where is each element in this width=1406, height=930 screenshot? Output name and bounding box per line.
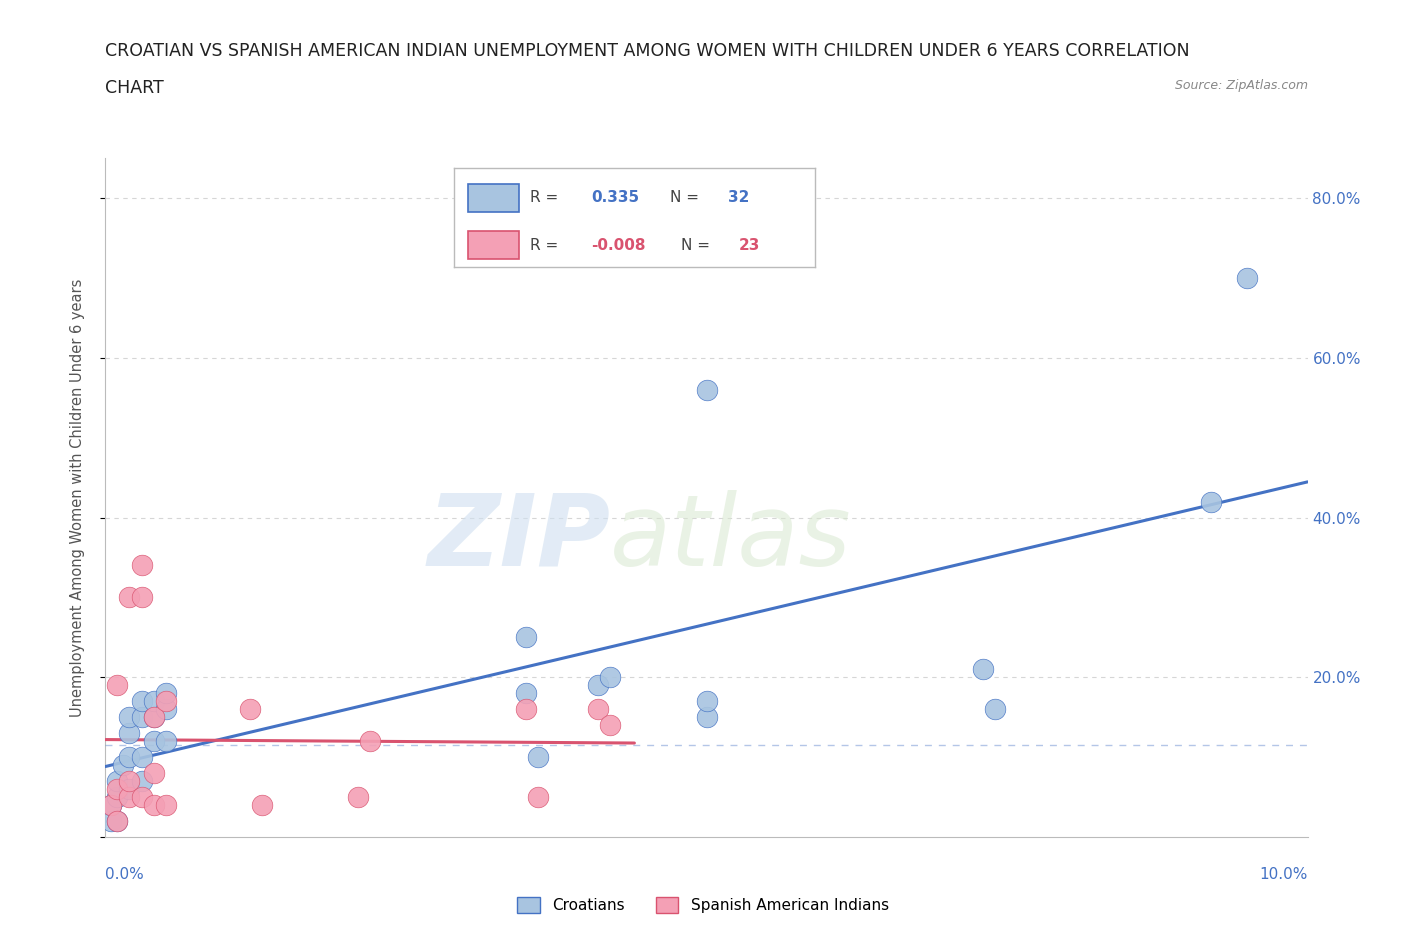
Point xyxy=(588,702,610,717)
Point xyxy=(599,670,621,684)
Point xyxy=(1201,494,1223,509)
Point xyxy=(118,590,141,604)
Point xyxy=(155,694,177,709)
Point xyxy=(131,558,153,573)
Legend: Croatians, Spanish American Indians: Croatians, Spanish American Indians xyxy=(517,897,889,913)
Point xyxy=(118,790,141,804)
Point xyxy=(131,590,153,604)
Point xyxy=(100,814,122,829)
Point xyxy=(112,758,135,773)
Point xyxy=(131,790,153,804)
Point xyxy=(107,678,129,693)
Point xyxy=(155,734,177,749)
Point xyxy=(696,382,718,397)
Text: 10.0%: 10.0% xyxy=(1260,867,1308,882)
Point xyxy=(118,725,141,740)
Point xyxy=(155,798,177,813)
Point xyxy=(142,734,165,749)
Point xyxy=(118,781,141,796)
Point xyxy=(972,662,994,677)
Point xyxy=(142,694,165,709)
Point xyxy=(1236,271,1258,286)
Point xyxy=(250,798,273,813)
Point xyxy=(696,694,718,709)
Point xyxy=(107,814,129,829)
Point xyxy=(142,765,165,780)
Point xyxy=(359,734,381,749)
Point xyxy=(131,774,153,789)
Point xyxy=(527,750,550,764)
Point xyxy=(696,710,718,724)
Point xyxy=(118,710,141,724)
Point xyxy=(107,790,129,804)
Point xyxy=(142,798,165,813)
Text: CHART: CHART xyxy=(105,79,165,97)
Text: Source: ZipAtlas.com: Source: ZipAtlas.com xyxy=(1174,79,1308,92)
Point xyxy=(142,710,165,724)
Point xyxy=(515,685,537,700)
Point xyxy=(100,798,122,813)
Point xyxy=(118,774,141,789)
Point xyxy=(984,702,1007,717)
Text: 0.0%: 0.0% xyxy=(105,867,145,882)
Text: ZIP: ZIP xyxy=(427,490,610,587)
Point xyxy=(527,790,550,804)
Point xyxy=(142,710,165,724)
Point xyxy=(588,678,610,693)
Point xyxy=(515,630,537,644)
Point xyxy=(107,774,129,789)
Point xyxy=(107,814,129,829)
Y-axis label: Unemployment Among Women with Children Under 6 years: Unemployment Among Women with Children U… xyxy=(70,278,84,717)
Point xyxy=(131,710,153,724)
Point xyxy=(155,685,177,700)
Point xyxy=(131,750,153,764)
Text: atlas: atlas xyxy=(610,490,852,587)
Point xyxy=(131,694,153,709)
Point xyxy=(155,702,177,717)
Point xyxy=(347,790,370,804)
Point xyxy=(239,702,262,717)
Point xyxy=(118,750,141,764)
Point xyxy=(515,702,537,717)
Point xyxy=(107,781,129,796)
Text: CROATIAN VS SPANISH AMERICAN INDIAN UNEMPLOYMENT AMONG WOMEN WITH CHILDREN UNDER: CROATIAN VS SPANISH AMERICAN INDIAN UNEM… xyxy=(105,42,1189,60)
Point xyxy=(599,718,621,733)
Point xyxy=(100,798,122,813)
